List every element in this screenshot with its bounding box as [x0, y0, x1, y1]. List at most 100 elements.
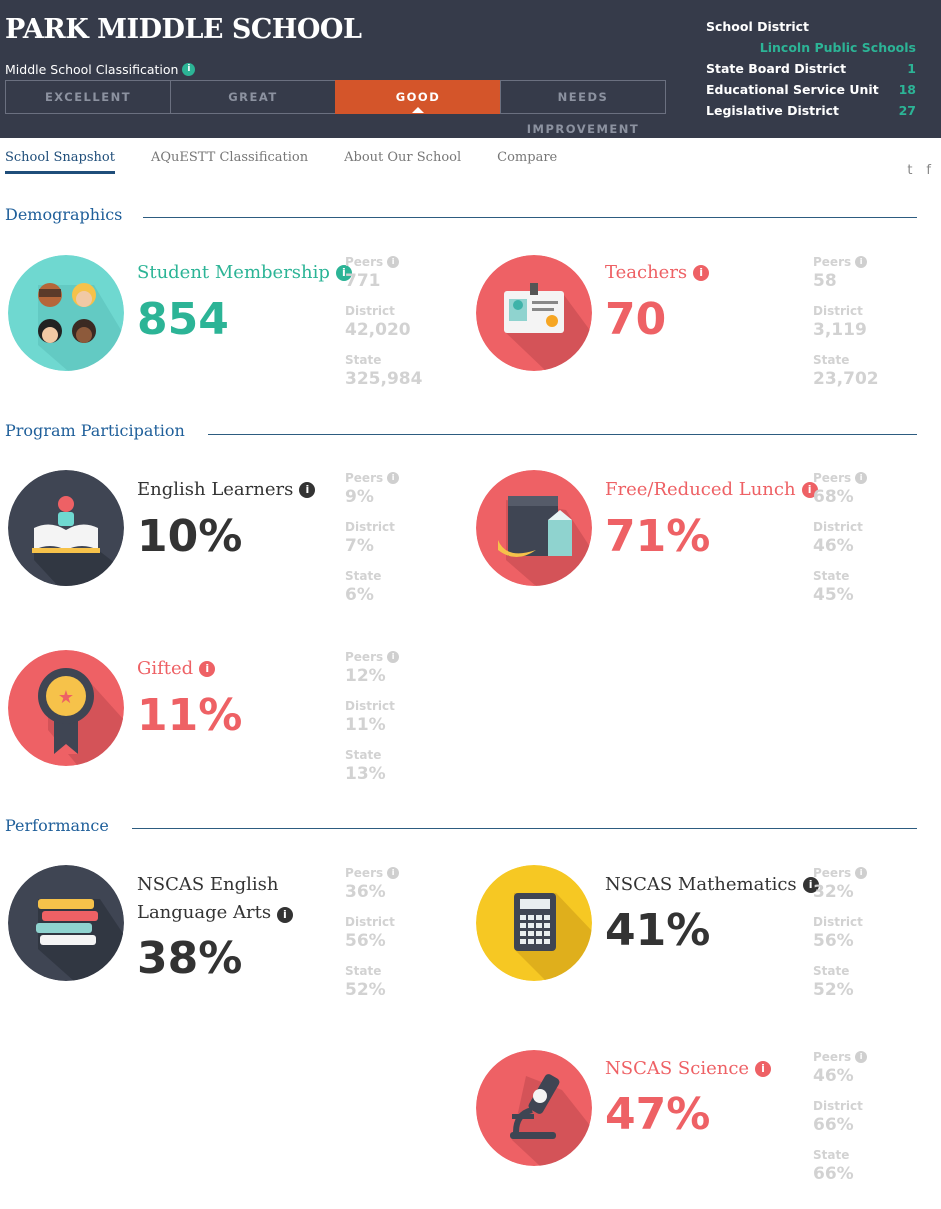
gifted-icon: ★	[8, 650, 124, 766]
nscas-mathematics-value: 41%	[605, 905, 711, 956]
rating-needs-improvement[interactable]: NEEDS IMPROVEMENT	[500, 80, 666, 136]
section-title-program-participation: Program Participation	[5, 421, 185, 440]
twitter-icon[interactable]: t	[907, 163, 913, 178]
tab-school-snapshot[interactable]: School Snapshot	[5, 150, 115, 174]
info-icon[interactable]: i	[755, 1061, 772, 1077]
classification-rating-bar: EXCELLENT GREAT GOOD NEEDS IMPROVEMENT	[5, 80, 666, 136]
nscas-mathematics-title-text: NSCAS Mathematics	[605, 874, 797, 895]
peers-label-text: Peers	[813, 1050, 852, 1064]
section-divider	[143, 217, 917, 218]
school-district-row: School District	[706, 16, 916, 37]
gifted-title: Gifted i	[137, 655, 216, 683]
info-icon[interactable]: i	[387, 256, 400, 268]
student-membership-title: Student Membership i	[137, 259, 352, 287]
info-icon[interactable]: i	[276, 907, 293, 923]
state-value: 325,984	[345, 369, 423, 389]
district-label: District	[345, 520, 395, 534]
district-value: 7%	[345, 536, 374, 556]
peers-value: 68%	[813, 487, 854, 507]
english-learners-title-text: English Learners	[137, 479, 294, 500]
english-learners-icon	[8, 470, 124, 586]
nscas-science-value: 47%	[605, 1089, 711, 1140]
school-name: PARK MIDDLE SCHOOL	[5, 14, 362, 45]
state-value: 52%	[345, 980, 386, 1000]
english-learners-title: English Learners i	[137, 476, 316, 504]
peers-label: Peers i	[813, 470, 923, 486]
state-value: 52%	[813, 980, 854, 1000]
student-membership-comparison: Peers i 771 District 42,020 State 325,984	[345, 254, 455, 401]
peers-value: 32%	[813, 882, 854, 902]
info-icon[interactable]: i	[693, 265, 710, 281]
info-icon[interactable]: i	[182, 63, 196, 76]
info-icon[interactable]: i	[855, 1051, 868, 1063]
state-label: State	[345, 569, 382, 583]
peers-value: 36%	[345, 882, 386, 902]
state-label: State	[345, 964, 382, 978]
info-icon[interactable]: i	[199, 661, 216, 677]
english-learners-value: 10%	[137, 511, 243, 562]
tab-about-our-school[interactable]: About Our School	[344, 150, 462, 165]
esu-value: 18	[898, 82, 916, 97]
rating-excellent[interactable]: EXCELLENT	[5, 80, 171, 114]
info-icon[interactable]: i	[802, 877, 819, 893]
nscas-mathematics-comparison: Peers i 32% District 56% State 52%	[813, 865, 923, 1012]
section-divider	[208, 434, 917, 435]
svg-text:★: ★	[58, 687, 74, 708]
district-label: District	[813, 915, 863, 929]
info-icon[interactable]: i	[801, 482, 818, 498]
state-board-row: State Board District 1	[706, 58, 916, 79]
state-label: State	[345, 353, 382, 367]
peers-label: Peers i	[813, 254, 923, 270]
english-learners-comparison: Peers i 9% District 7% State 6%	[345, 470, 455, 617]
district-value: 46%	[813, 536, 854, 556]
section-divider	[132, 828, 917, 829]
legislative-value: 27	[898, 103, 916, 118]
info-icon[interactable]: i	[387, 651, 400, 663]
state-value: 66%	[813, 1164, 854, 1184]
district-value: 56%	[345, 931, 386, 951]
info-icon[interactable]: i	[855, 867, 868, 879]
district-value: 42,020	[345, 320, 411, 340]
peers-label-text: Peers	[813, 255, 852, 269]
peers-value: 58	[813, 271, 837, 291]
student-membership-title-text: Student Membership	[137, 262, 330, 283]
info-icon[interactable]: i	[855, 256, 868, 268]
rating-good[interactable]: GOOD	[335, 80, 501, 114]
peers-label: Peers i	[345, 254, 455, 270]
nscas-ela-value: 38%	[137, 933, 243, 984]
info-icon[interactable]: i	[387, 867, 400, 879]
free-reduced-lunch-icon	[476, 470, 592, 586]
section-title-demographics: Demographics	[5, 205, 123, 224]
teachers-title: Teachers i	[605, 259, 710, 287]
tab-compare[interactable]: Compare	[497, 150, 558, 165]
state-board-label: State Board District	[706, 61, 847, 76]
district-info: School District Lincoln Public Schools S…	[706, 16, 916, 121]
state-label: State	[813, 1148, 850, 1162]
teachers-icon	[476, 255, 592, 371]
info-icon[interactable]: i	[335, 265, 352, 281]
info-icon[interactable]: i	[855, 472, 868, 484]
free-reduced-lunch-title-text: Free/Reduced Lunch	[605, 479, 796, 500]
info-icon[interactable]: i	[387, 472, 400, 484]
facebook-icon[interactable]: f	[926, 163, 931, 178]
peers-label-text: Peers	[345, 471, 384, 485]
state-value: 45%	[813, 585, 854, 605]
school-district-label: School District	[706, 19, 810, 34]
school-district-value[interactable]: Lincoln Public Schools	[759, 40, 916, 55]
peers-label: Peers i	[813, 1049, 923, 1065]
rating-great[interactable]: GREAT	[170, 80, 336, 114]
nscas-science-icon	[476, 1050, 592, 1166]
peers-label-text: Peers	[345, 650, 384, 664]
info-icon[interactable]: i	[299, 482, 316, 498]
district-value: 3,119	[813, 320, 867, 340]
peers-label: Peers i	[813, 865, 923, 881]
tab-bar: School Snapshot AQuESTT Classification A…	[5, 150, 593, 174]
gifted-comparison: Peers i 12% District 11% State 13%	[345, 649, 455, 796]
gifted-value: 11%	[137, 690, 243, 741]
nscas-science-comparison: Peers i 46% District 66% State 66%	[813, 1049, 923, 1196]
social-links: t f	[907, 163, 931, 178]
school-header: PARK MIDDLE SCHOOL Middle School Classif…	[0, 0, 941, 138]
state-board-value: 1	[907, 61, 916, 76]
tab-aquestt-classification[interactable]: AQuESTT Classification	[150, 150, 309, 165]
teachers-comparison: Peers i 58 District 3,119 State 23,702	[813, 254, 923, 401]
